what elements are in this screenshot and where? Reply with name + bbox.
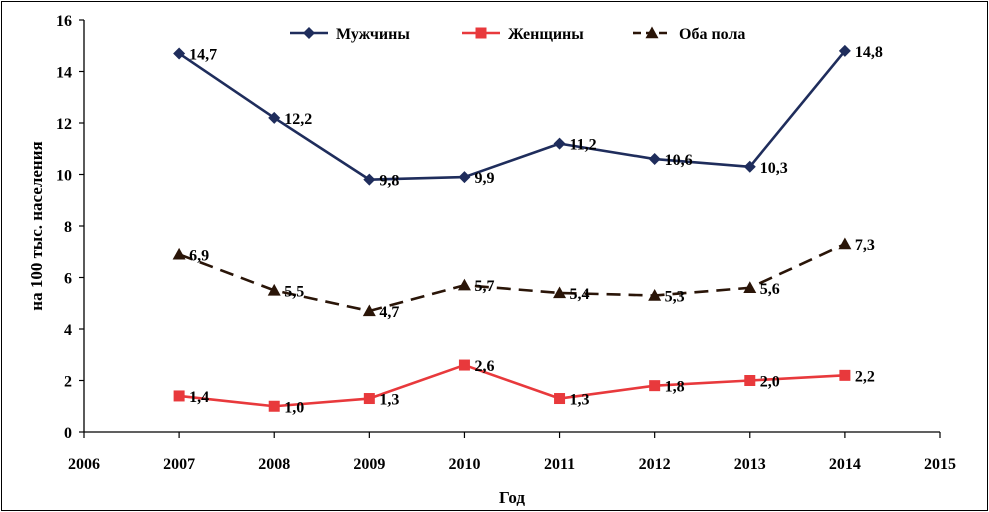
series-line [178,242,846,313]
data-label: 7,3 [855,237,875,254]
legend-label: Мужчины [336,26,410,43]
data-point [648,153,661,166]
data-label: 4,7 [379,304,399,321]
x-tick-label: 2013 [734,456,766,473]
y-tick-label: 8 [64,219,72,236]
data-label: 5,4 [570,286,590,303]
data-point [839,369,851,381]
data-point [363,173,376,186]
y-tick-label: 2 [64,374,72,391]
y-tick-label: 12 [56,116,72,133]
y-tick-label: 16 [56,13,72,30]
legend-entry: Оба пола [633,26,745,43]
x-tick-label: 2008 [258,456,290,473]
data-label: 2,0 [760,374,780,391]
data-point [458,359,470,371]
series-line [178,50,846,181]
data-label: 14,8 [855,44,883,61]
data-label: 11,2 [570,137,597,154]
data-label: 12,2 [284,111,312,128]
y-tick-label: 0 [64,425,72,442]
series-1: 14,7 12,2 9,8 9,9 11,2 10,6 10,3 14,8 [173,44,883,190]
y-tick-label: 4 [64,322,72,339]
data-label: 9,9 [474,170,494,187]
data-point [744,375,756,386]
series-line [178,363,845,408]
data-label: 6,9 [189,247,209,264]
data-point [458,171,471,184]
legend: Мужчины Женщины Оба пола [290,26,745,43]
legend-marker [645,26,659,39]
data-point [268,111,281,124]
data-point [743,160,756,173]
series-3: 6,9 5,5 4,7 5,7 5,4 5,3 5,6 7,3 [172,237,875,321]
data-label: 9,8 [379,173,399,190]
legend-label: Женщины [508,26,584,43]
x-tick-label: 2012 [639,456,671,473]
data-label: 10,6 [665,152,693,169]
y-axis-title: на 100 тыс. населения [27,141,46,310]
data-point [553,137,566,150]
x-axis-title: Год [499,488,525,507]
x-tick-label: 2011 [544,456,575,473]
x-tick-label: 2010 [448,456,480,473]
data-label: 5,7 [474,278,494,295]
y-tick-label: 6 [64,271,72,288]
legend-entry: Женщины [462,26,584,43]
data-point [362,304,376,317]
legend-marker [475,27,487,39]
data-label: 1,4 [189,389,209,406]
data-point [173,47,186,60]
x-tick-label: 2014 [829,456,861,473]
x-tick-label: 2009 [353,456,385,473]
data-label: 5,3 [665,289,685,306]
data-point [363,393,375,405]
data-label: 5,6 [760,281,780,298]
data-label: 1,8 [665,379,685,396]
series-2: 1,4 1,0 1,3 2,6 1,3 1,8 2,0 2,2 [173,358,875,416]
x-tick-label: 2007 [163,456,195,473]
data-label: 1,3 [570,392,590,409]
data-point [838,44,851,57]
data-point [648,289,662,301]
data-point [172,247,186,260]
axes: 0 2 4 6 8 10 12 14 16 2006 2007 2008 2009 2010 2011 201… [56,13,956,473]
data-label: 1,3 [379,392,399,409]
y-tick-label: 14 [56,65,72,82]
x-tick-label: 2015 [924,456,956,473]
data-point [554,393,566,405]
legend-label: Оба пола [679,26,745,43]
y-tick-label: 10 [56,168,72,185]
data-point [268,400,280,412]
data-label: 10,3 [760,160,788,177]
data-label: 5,5 [284,283,304,300]
data-point [838,237,852,250]
data-point [553,286,567,299]
legend-marker [303,27,315,39]
data-point [173,390,185,402]
data-label: 2,2 [855,368,875,385]
data-point [267,283,281,296]
data-point [649,380,661,392]
series-layer: 14,7 12,2 9,8 9,9 11,2 10,6 10,3 14,8 1,4 1,0 1,3 2… [172,44,883,416]
legend-entry: Мужчины [290,26,410,43]
data-label: 1,0 [284,399,304,416]
data-point [743,281,757,293]
data-label: 2,6 [474,358,494,375]
x-tick-label: 2006 [68,456,100,473]
data-label: 14,7 [189,46,217,63]
data-point [457,278,471,291]
